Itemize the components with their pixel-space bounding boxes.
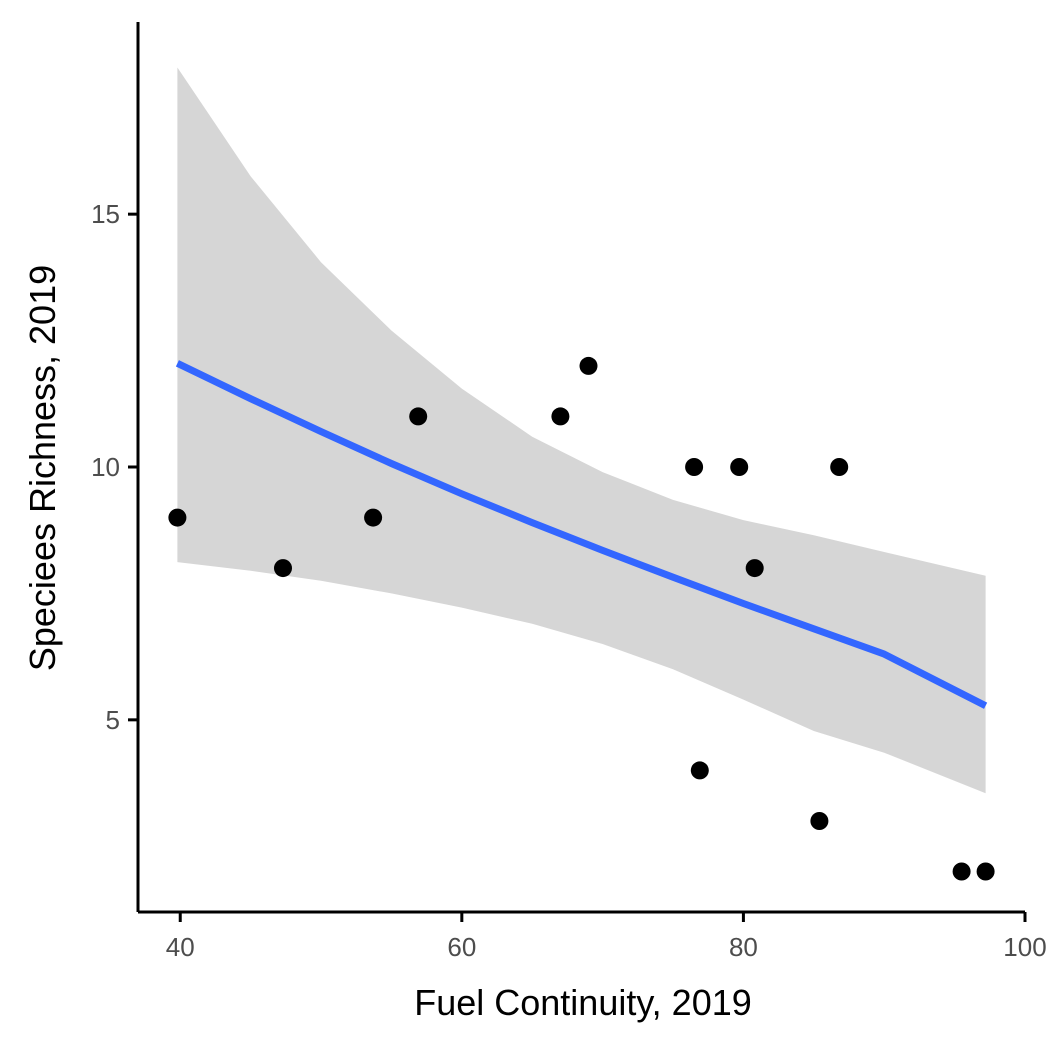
x-tick-label: 60	[447, 932, 476, 962]
y-axis-title: Speciees Richness, 2019	[22, 265, 63, 671]
data-point-6	[579, 356, 598, 375]
x-tick-label: 40	[166, 932, 195, 962]
data-point-5	[551, 407, 570, 426]
data-point-11	[810, 812, 829, 830]
confidence-band	[177, 67, 986, 794]
data-point-7	[685, 458, 704, 476]
data-points-layer	[168, 356, 995, 881]
data-point-10	[745, 559, 764, 578]
data-point-2	[274, 559, 292, 578]
y-tick-label: 10	[91, 452, 120, 482]
data-point-12	[830, 458, 849, 476]
data-point-3	[364, 508, 383, 527]
confidence-band-layer	[177, 67, 986, 794]
data-point-1	[168, 508, 187, 527]
x-tick-label: 80	[729, 932, 758, 962]
y-tick-label: 5	[106, 705, 120, 735]
data-point-14	[976, 862, 995, 881]
x-tick-label: 100	[1003, 932, 1046, 962]
data-point-13	[952, 862, 971, 881]
axes-layer: 40 60 80 100 5 10 15	[91, 22, 1047, 962]
y-tick-label: 15	[91, 199, 120, 229]
data-point-9	[730, 458, 749, 476]
fit-line	[175, 360, 988, 709]
x-axis-title: Fuel Continuity, 2019	[414, 982, 752, 1023]
data-point-4	[409, 407, 428, 426]
data-point-8	[690, 761, 709, 780]
fit-line-layer	[175, 360, 988, 709]
